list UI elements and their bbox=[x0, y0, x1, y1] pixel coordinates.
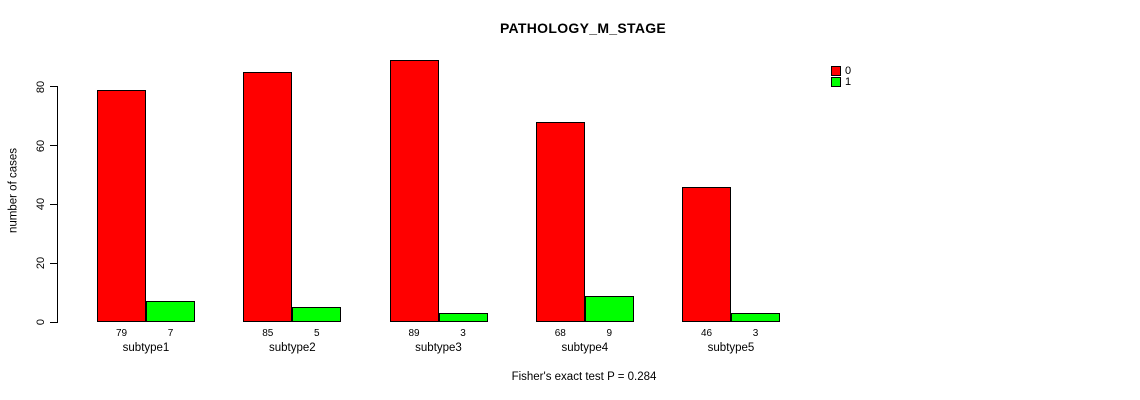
bar bbox=[97, 89, 146, 322]
y-tick-label: 80 bbox=[35, 80, 47, 93]
bar-value-label: 5 bbox=[314, 328, 320, 339]
bar bbox=[731, 313, 780, 322]
bar bbox=[243, 72, 293, 322]
bar-value-label: 46 bbox=[700, 328, 713, 339]
fisher-test-annotation: Fisher's exact test P = 0.284 bbox=[511, 371, 657, 383]
bar bbox=[146, 301, 195, 322]
y-tick-mark bbox=[50, 145, 58, 147]
bar bbox=[584, 295, 634, 322]
bar bbox=[389, 60, 439, 322]
category-label: subtype4 bbox=[561, 342, 609, 354]
bar-value-label: 79 bbox=[115, 328, 128, 339]
y-tick-label: 40 bbox=[35, 198, 47, 211]
y-tick-mark bbox=[50, 86, 58, 88]
y-tick-label: 20 bbox=[35, 257, 47, 270]
bar bbox=[535, 122, 585, 322]
bar-value-label: 85 bbox=[262, 328, 274, 339]
bar bbox=[438, 313, 488, 322]
legend-swatch bbox=[831, 77, 841, 87]
y-axis-label: number of cases bbox=[7, 148, 20, 234]
category-label: subtype1 bbox=[122, 342, 170, 354]
y-tick-mark bbox=[50, 203, 58, 205]
bar bbox=[682, 186, 731, 322]
bar-value-label: 3 bbox=[460, 328, 466, 339]
category-label: subtype2 bbox=[268, 342, 316, 354]
chart-title: PATHOLOGY_M_STAGE bbox=[499, 20, 667, 36]
bar-value-label: 9 bbox=[606, 328, 613, 339]
category-label: subtype5 bbox=[707, 342, 755, 354]
bar-value-label: 3 bbox=[752, 328, 759, 339]
legend-label: 0 bbox=[845, 65, 852, 77]
y-tick-label: 0 bbox=[35, 318, 47, 326]
bar bbox=[292, 307, 342, 322]
y-tick-mark bbox=[50, 321, 58, 323]
legend-swatch bbox=[831, 66, 841, 76]
legend-label: 1 bbox=[845, 76, 852, 88]
y-tick-mark bbox=[50, 262, 58, 264]
bar-value-label: 89 bbox=[408, 328, 420, 339]
bar-value-label: 7 bbox=[167, 328, 174, 339]
bar-value-label: 68 bbox=[554, 328, 566, 339]
category-label: subtype3 bbox=[415, 342, 462, 354]
y-tick-label: 60 bbox=[35, 139, 47, 152]
